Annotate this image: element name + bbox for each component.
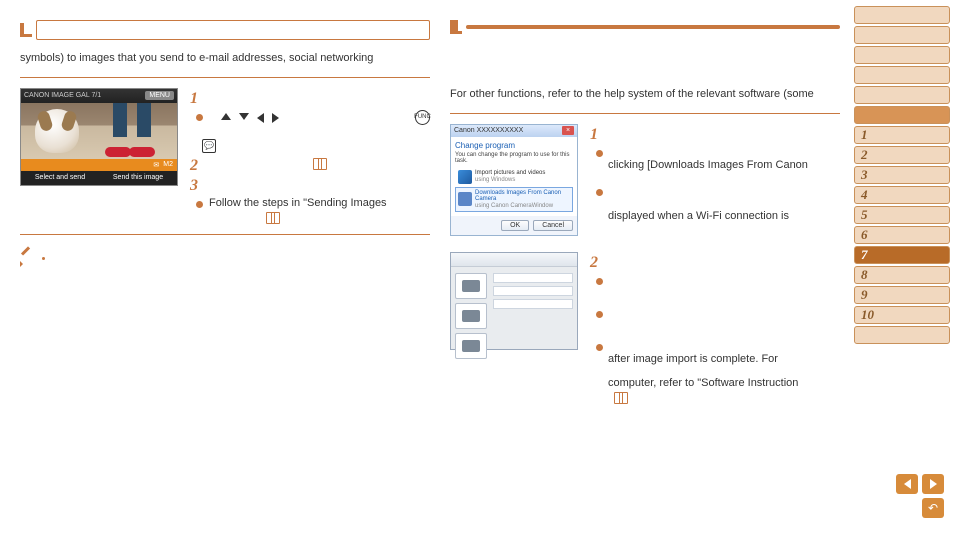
sidebar-chapter-9[interactable]: 9	[854, 286, 950, 304]
divider	[450, 113, 840, 114]
util-side-button[interactable]	[455, 273, 487, 299]
cam-menu-badge: MENU	[145, 91, 174, 100]
camera-screenshot: CANON IMAGE GAL 7/1 MENU ✉M2 Select and …	[20, 88, 178, 224]
sidebar-chapter-8[interactable]: 8	[854, 266, 950, 284]
dialog-title: Canon XXXXXXXXXX	[454, 127, 523, 134]
divider	[20, 234, 430, 235]
step2-line1: after image import is complete. For	[608, 353, 778, 365]
sidebar-chapter-1[interactable]: 1	[854, 126, 950, 144]
bullet-icon	[596, 150, 603, 157]
next-page-button[interactable]	[922, 474, 944, 494]
cam-orange-bar: ✉M2	[21, 159, 177, 171]
sidebar-chapter-7[interactable]: 7	[854, 246, 950, 264]
utility-screenshot	[450, 252, 578, 404]
close-icon[interactable]: ×	[562, 126, 574, 135]
dialog-option-selected[interactable]: Downloads Images From Canon Camerausing …	[455, 187, 573, 213]
dog-illustration	[35, 109, 79, 153]
sidebar-chapter-5[interactable]: 5	[854, 206, 950, 224]
left-page: symbols) to images that you send to e-ma…	[20, 20, 430, 267]
sidebar-slot-blank[interactable]	[854, 326, 950, 344]
windows-dialog: Canon XXXXXXXXXX × Change program You ca…	[450, 124, 578, 237]
windows-icon	[458, 170, 472, 184]
intro-text: symbols) to images that you send to e-ma…	[20, 50, 430, 67]
section-header	[450, 20, 840, 34]
util-side-button[interactable]	[455, 333, 487, 359]
cancel-button[interactable]: Cancel	[533, 220, 573, 231]
canon-icon	[458, 192, 472, 206]
step-2-num: 2	[190, 157, 198, 175]
sidebar-chapter-6[interactable]: 6	[854, 226, 950, 244]
pencil-icon	[20, 251, 36, 267]
dialog-subtext: You can change the program to use for th…	[455, 152, 573, 164]
right-page: For other functions, refer to the help s…	[450, 20, 840, 404]
section-marker-icon	[20, 23, 32, 37]
dot-icon	[42, 257, 45, 260]
note-row	[20, 251, 430, 267]
return-button[interactable]: ↶	[922, 498, 944, 518]
intro-text: For other functions, refer to the help s…	[450, 86, 840, 103]
book-icon	[313, 158, 327, 168]
util-side-button[interactable]	[455, 303, 487, 329]
step1-line1: clicking [Downloads Images From Canon	[608, 159, 808, 171]
step1-row: Canon XXXXXXXXXX × Change program You ca…	[450, 124, 840, 237]
divider	[20, 77, 430, 78]
step-2-num: 2	[590, 254, 598, 272]
cam-top-label: CANON IMAGE GAL 7/1	[24, 92, 101, 99]
step2-row: 2 after image import is complete. For co…	[450, 252, 840, 404]
steps-col: 1 FUNC 💬 2	[190, 88, 430, 224]
cam-bottom-bar: Select and send Send this image	[21, 171, 177, 185]
dpad-icons	[221, 113, 279, 123]
bullet-icon	[596, 311, 603, 318]
sidebar-chapter-2[interactable]: 2	[854, 146, 950, 164]
sidebar-slot-blank[interactable]	[854, 86, 950, 104]
step-row: CANON IMAGE GAL 7/1 MENU ✉M2 Select and …	[20, 88, 430, 224]
bullet-icon	[596, 278, 603, 285]
prev-page-button[interactable]	[896, 474, 918, 494]
dialog-option[interactable]: Import pictures and videosusing Windows	[455, 167, 573, 187]
step-1-num: 1	[590, 126, 598, 144]
book-icon	[266, 212, 280, 222]
bullet-icon	[596, 344, 603, 351]
dialog-heading: Change program	[455, 141, 573, 150]
section-rule-solid	[466, 25, 840, 29]
sidebar-chapter-3[interactable]: 3	[854, 166, 950, 184]
sidebar-slot-blank[interactable]	[854, 6, 950, 24]
bullet-icon	[196, 201, 203, 208]
func-set-icon: FUNC	[415, 110, 430, 125]
step2-line2: computer, refer to "Software Instruction	[608, 377, 798, 389]
step-3-text: Follow the steps in "Sending Images	[209, 197, 387, 209]
ok-button[interactable]: OK	[501, 220, 529, 231]
sidebar-slot-blank[interactable]	[854, 66, 950, 84]
section-rule	[36, 20, 430, 40]
sidebar-slot-blank[interactable]	[854, 46, 950, 64]
section-header	[20, 20, 430, 40]
sidebar-slot-divider	[854, 106, 950, 124]
page-nav: ↶	[896, 474, 944, 518]
bullet-icon	[196, 114, 203, 121]
step-1-num: 1	[190, 90, 198, 108]
sidebar-chapter-4[interactable]: 4	[854, 186, 950, 204]
sidebar-slot-blank[interactable]	[854, 26, 950, 44]
chat-icon: 💬	[202, 139, 216, 153]
book-icon	[614, 392, 628, 402]
sidebar-chapter-10[interactable]: 10	[854, 306, 950, 324]
section-marker-icon	[450, 20, 462, 34]
bullet-icon	[596, 189, 603, 196]
step-3-num: 3	[190, 177, 198, 195]
step1-line2: displayed when a Wi-Fi connection is	[608, 210, 789, 222]
chapter-sidebar: 1 2 3 4 5 6 7 8 9 10	[854, 6, 950, 346]
